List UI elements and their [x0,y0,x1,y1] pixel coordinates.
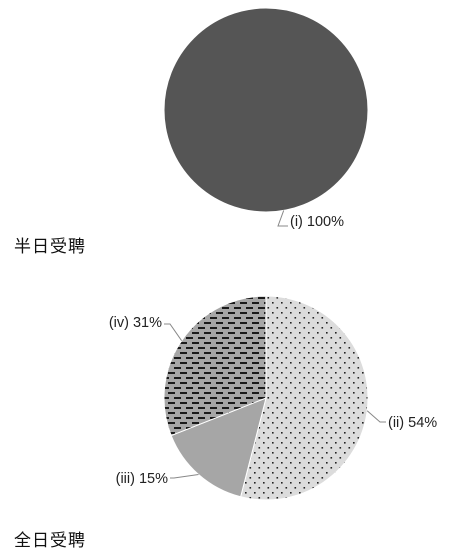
pie-chart-full-time: (ii) 54% (iii) 15% (iv) 31% [109,295,437,501]
data-label-i: (i) 100% [290,214,344,230]
leader-line-iii [170,474,199,479]
data-label-iii: (iii) 15% [116,471,168,487]
pie-slice-iii [170,397,267,498]
pie-slice-i [163,7,369,213]
data-label-iv: (iv) 31% [109,315,162,331]
pie-caption-full-time: 全日受聘 [14,531,86,551]
pie-slice-iv [163,295,267,437]
leader-line-ii [366,410,386,423]
leader-line-i [277,210,288,227]
pie-chart-half-time: (i) 100% [163,7,369,230]
pie-caption-half-time: 半日受聘 [14,237,86,257]
leader-line-iv [164,323,183,341]
data-label-ii: (ii) 54% [388,415,437,431]
